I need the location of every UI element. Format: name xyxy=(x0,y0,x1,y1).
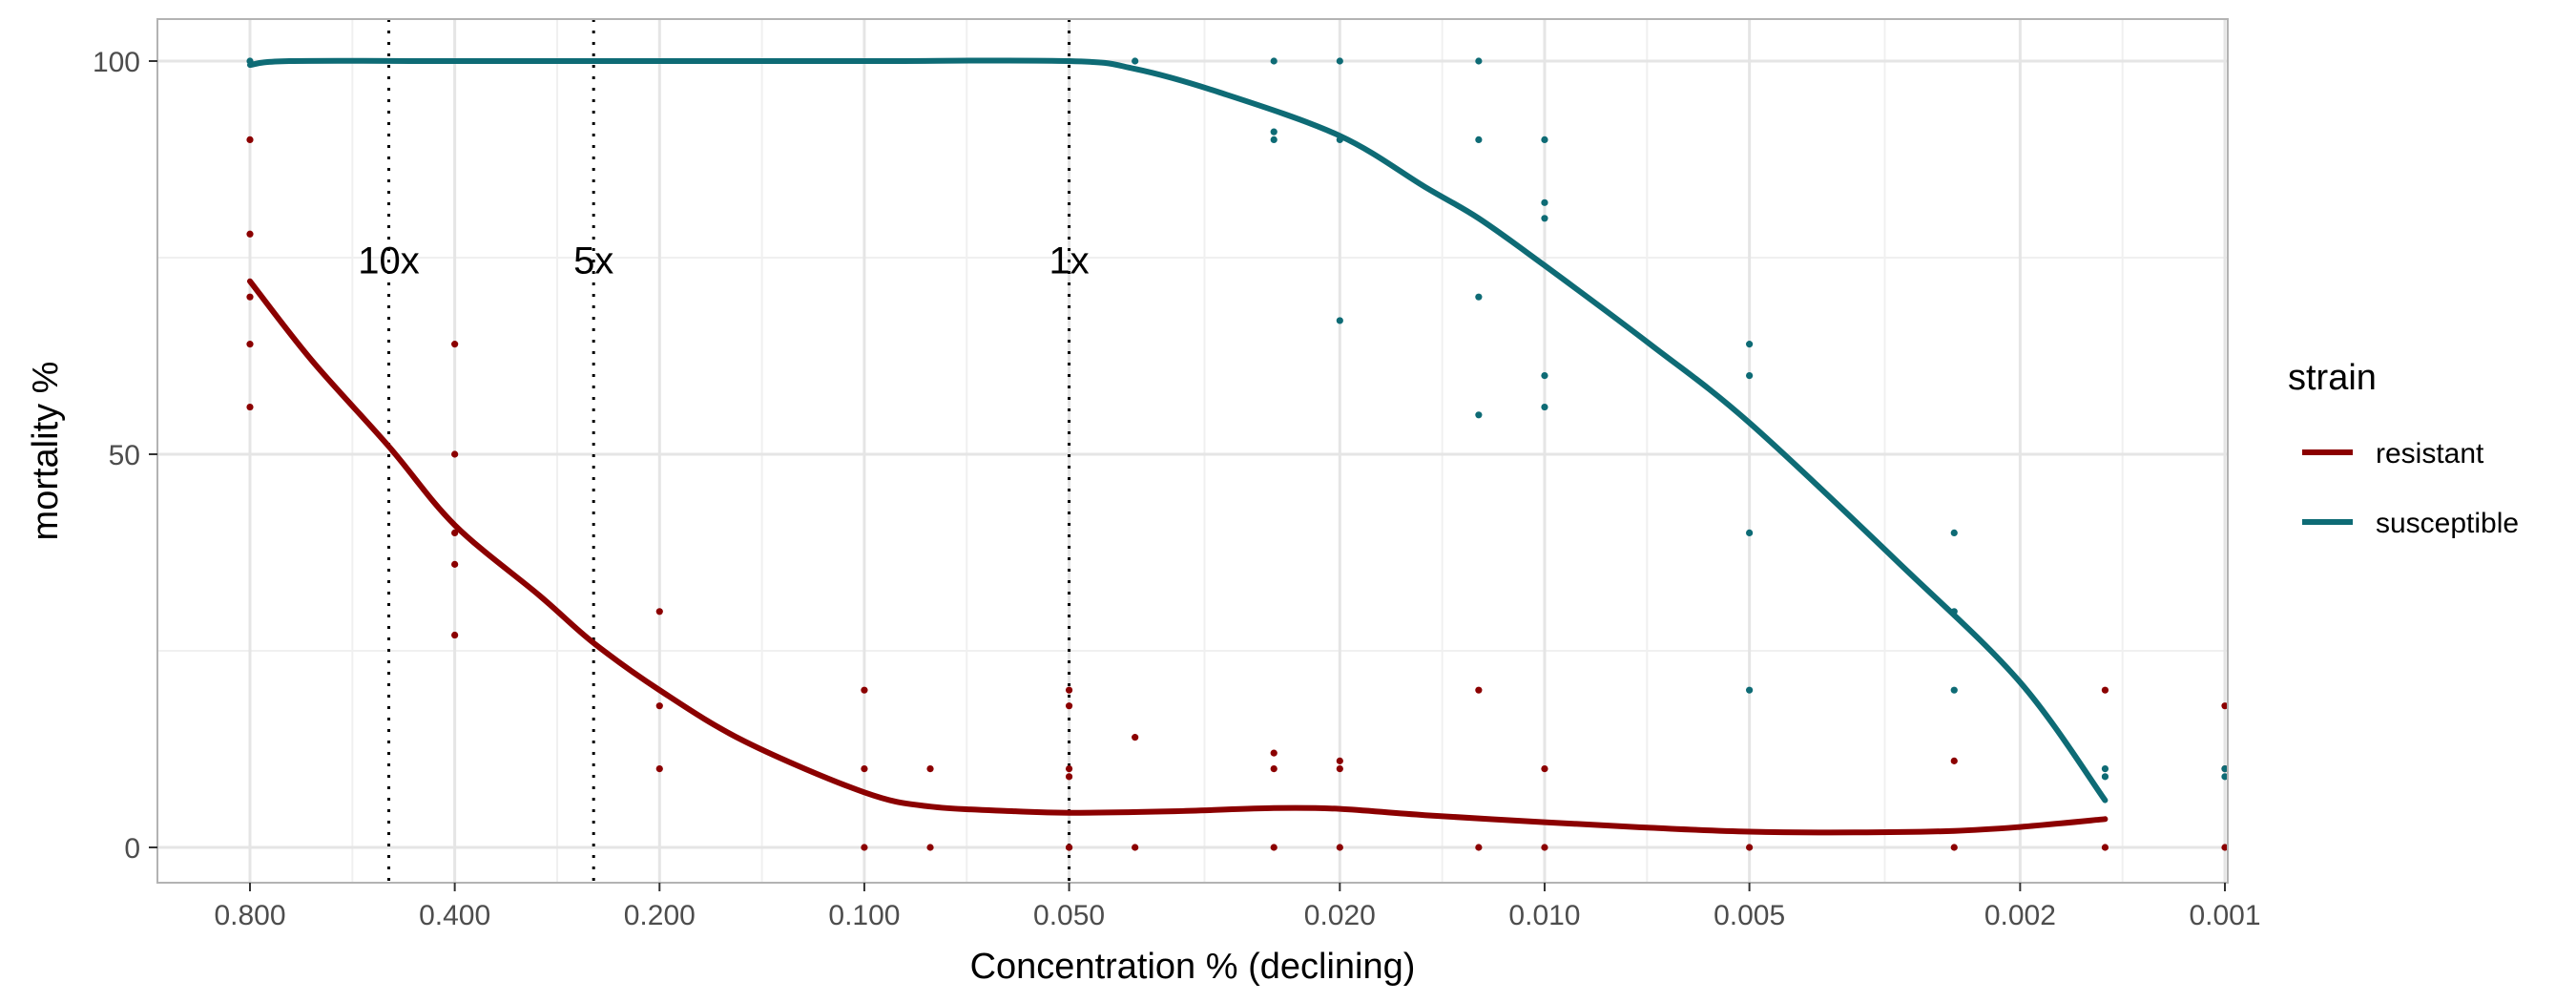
data-point-resistant xyxy=(1270,749,1278,757)
data-point-resistant xyxy=(1475,686,1483,694)
data-point-resistant xyxy=(1065,686,1073,694)
data-point-resistant xyxy=(2101,844,2109,851)
x-tick-label: 0.100 xyxy=(828,900,900,931)
y-tick-label: 0 xyxy=(124,833,140,865)
data-point-susceptible xyxy=(1746,529,1754,537)
legend: strain resistant susceptible xyxy=(2288,358,2519,539)
data-point-susceptible xyxy=(1746,372,1754,380)
x-tick-label: 0.010 xyxy=(1508,900,1580,931)
data-point-resistant xyxy=(451,631,459,639)
legend-label-susceptible: susceptible xyxy=(2376,508,2519,539)
data-point-susceptible xyxy=(2101,773,2109,781)
data-point-resistant xyxy=(1336,844,1343,851)
data-point-resistant xyxy=(2221,844,2229,851)
data-point-resistant xyxy=(861,765,868,773)
data-point-susceptible xyxy=(1950,686,1958,694)
smooth-line-resistant xyxy=(247,278,2109,836)
data-point-susceptible xyxy=(1336,317,1343,324)
data-point-resistant xyxy=(926,765,934,773)
x-tick-label: 0.050 xyxy=(1033,900,1105,931)
data-point-resistant xyxy=(1065,844,1073,851)
data-point-susceptible xyxy=(1270,57,1278,65)
smooth-line-susceptible xyxy=(247,57,2109,804)
data-point-resistant xyxy=(1065,773,1073,781)
data-point-resistant xyxy=(1132,734,1139,741)
data-point-resistant xyxy=(246,341,254,348)
data-point-resistant xyxy=(451,450,459,458)
data-point-resistant xyxy=(246,293,254,301)
data-point-resistant xyxy=(655,765,663,773)
data-point-resistant xyxy=(1746,844,1754,851)
data-point-resistant xyxy=(861,686,868,694)
data-point-resistant xyxy=(1541,765,1548,773)
data-point-resistant xyxy=(246,403,254,411)
smooth-lines xyxy=(247,57,2109,836)
y-axis-title: mortality % xyxy=(26,362,66,541)
data-point-susceptible xyxy=(1541,198,1548,206)
data-point-susceptible xyxy=(2221,773,2229,781)
x-tick-label: 0.005 xyxy=(1714,900,1785,931)
x-axis-title: Concentration % (declining) xyxy=(970,947,1416,987)
data-point-resistant xyxy=(1336,765,1343,773)
grid xyxy=(157,19,2228,883)
x-tick-label: 0.020 xyxy=(1304,900,1376,931)
axes: 0.800 0.400 0.200 0.100 0.050 0.020 0.010 0.005… xyxy=(93,47,2261,931)
data-point-resistant xyxy=(1270,844,1278,851)
x-tick-label: 0.001 xyxy=(2189,900,2260,931)
y-tick-label: 50 xyxy=(109,440,140,471)
data-point-resistant xyxy=(861,844,868,851)
reference-lines: 10x 5x 1x xyxy=(358,19,1090,883)
data-point-resistant xyxy=(246,230,254,238)
data-point-resistant xyxy=(1336,757,1343,764)
data-point-susceptible xyxy=(2221,765,2229,773)
data-point-susceptible xyxy=(1475,57,1483,65)
data-point-resistant xyxy=(1541,844,1548,851)
data-point-resistant xyxy=(2101,686,2109,694)
legend-title: strain xyxy=(2288,358,2377,398)
data-point-resistant xyxy=(1475,844,1483,851)
data-point-resistant xyxy=(2221,702,2229,710)
panel-border xyxy=(156,18,2229,884)
data-point-resistant xyxy=(1270,765,1278,773)
legend-label-resistant: resistant xyxy=(2376,438,2484,470)
data-point-resistant xyxy=(655,608,663,616)
data-point-susceptible xyxy=(1541,215,1548,222)
data-point-susceptible xyxy=(1336,57,1343,65)
data-point-resistant xyxy=(451,341,459,348)
data-point-resistant xyxy=(451,529,459,537)
data-point-resistant xyxy=(1065,765,1073,773)
data-point-susceptible xyxy=(1541,136,1548,143)
data-point-susceptible xyxy=(1270,136,1278,143)
data-point-resistant xyxy=(246,136,254,143)
data-point-susceptible xyxy=(1746,686,1754,694)
data-point-susceptible xyxy=(1475,136,1483,143)
data-point-susceptible xyxy=(1541,372,1548,380)
data-point-susceptible xyxy=(1475,293,1483,301)
data-point-susceptible xyxy=(1950,529,1958,537)
data-point-susceptible xyxy=(1746,341,1754,348)
data-point-resistant xyxy=(1065,702,1073,710)
data-point-resistant xyxy=(655,702,663,710)
legend-items: resistant susceptible xyxy=(2302,438,2519,539)
x-tick-label: 0.200 xyxy=(624,900,696,931)
data-point-susceptible xyxy=(1541,403,1548,411)
data-point-resistant xyxy=(926,844,934,851)
data-point-susceptible xyxy=(1270,128,1278,136)
reference-line-label: 5x xyxy=(573,240,613,282)
data-point-resistant xyxy=(1950,844,1958,851)
data-point-susceptible xyxy=(1132,57,1139,65)
y-tick-label: 100 xyxy=(93,47,140,78)
reference-line-label: 10x xyxy=(358,240,420,282)
x-tick-label: 0.002 xyxy=(1984,900,2056,931)
x-tick-label: 0.800 xyxy=(214,900,285,931)
x-tick-label: 0.400 xyxy=(419,900,490,931)
data-point-susceptible xyxy=(1475,411,1483,419)
data-point-susceptible xyxy=(2101,765,2109,773)
data-point-resistant xyxy=(1132,844,1139,851)
reference-line-label: 1x xyxy=(1049,240,1089,282)
data-points xyxy=(246,57,2229,851)
data-point-resistant xyxy=(451,560,459,568)
data-point-resistant xyxy=(1950,757,1958,764)
